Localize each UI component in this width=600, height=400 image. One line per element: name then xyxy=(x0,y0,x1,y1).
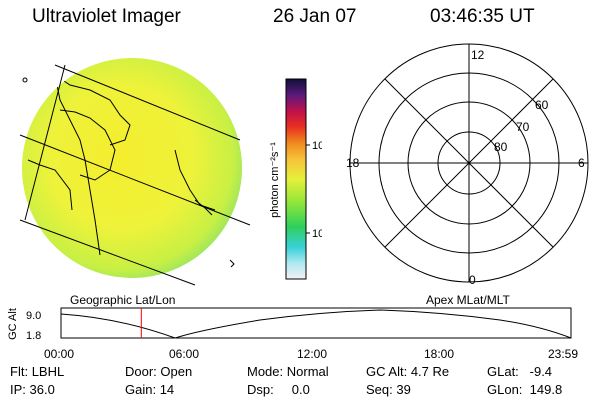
mlt-label-12: 12 xyxy=(471,48,485,62)
info-dsp: Dsp: 0.0 xyxy=(247,382,310,397)
colorbar-scale xyxy=(285,78,307,280)
colorbar: 100 10 photon cm⁻²s⁻¹ xyxy=(269,78,322,280)
mlat-label-60: 60 xyxy=(535,98,549,112)
mlt-label-6: 6 xyxy=(578,156,585,170)
alt-tick-low: 1.8 xyxy=(26,330,41,342)
altitude-plot: 9.0 1.8 GC Alt 00:00 06:00 12:00 18:00 2… xyxy=(7,307,578,361)
track-lines xyxy=(19,64,251,286)
alt-tick-high: 9.0 xyxy=(26,310,41,322)
info-glon: GLon: 149.8 xyxy=(487,382,563,397)
polar-plot: 12 18 6 0 60 70 80 xyxy=(346,43,589,287)
info-gain: Gain: 14 xyxy=(125,382,175,397)
geographic-image xyxy=(19,58,251,286)
altitude-curve xyxy=(60,309,572,339)
time-label: 03:46:35 UT xyxy=(430,6,535,27)
x-tick-1800: 18:00 xyxy=(424,347,454,361)
info-ip: IP: 36.0 xyxy=(10,382,55,397)
info-flt: Flt: LBHL xyxy=(10,364,65,379)
x-tick-1200: 12:00 xyxy=(297,347,327,361)
mlt-label-0: 0 xyxy=(469,273,476,287)
info-glat: GLat: -9.4 xyxy=(487,364,553,379)
x-tick-0600: 06:00 xyxy=(169,347,199,361)
info-mode: Mode: Normal xyxy=(247,364,329,379)
mlat-label-70: 70 xyxy=(516,120,530,134)
mlt-label-18: 18 xyxy=(346,156,360,170)
x-tick-0000: 00:00 xyxy=(44,347,74,361)
coast-island xyxy=(22,77,28,83)
coastlines xyxy=(27,61,216,256)
date-label: 26 Jan 07 xyxy=(273,6,357,27)
altitude-plot-frame xyxy=(60,307,572,339)
coast-island xyxy=(229,259,235,268)
apex-panel-label: Apex MLat/MLT xyxy=(426,293,510,307)
x-tick-2359: 23:59 xyxy=(548,347,578,361)
colorbar-tick-100: 100 xyxy=(312,140,322,152)
info-seq: Seq: 39 xyxy=(366,382,411,397)
mlat-label-80: 80 xyxy=(494,140,508,154)
info-door: Door: Open xyxy=(125,364,193,379)
colorbar-tick-10: 10 xyxy=(312,228,322,240)
colorbar-unit-label: photon cm⁻²s⁻¹ xyxy=(269,142,281,218)
info-gc-alt: GC Alt: 4.7 Re xyxy=(366,364,450,379)
altitude-ylabel: GC Alt xyxy=(7,308,19,340)
instrument-title: Ultraviolet Imager xyxy=(32,6,181,27)
geographic-panel-label: Geographic Lat/Lon xyxy=(70,293,176,307)
earth-disk xyxy=(22,58,242,278)
polar-diagonal xyxy=(384,78,554,248)
